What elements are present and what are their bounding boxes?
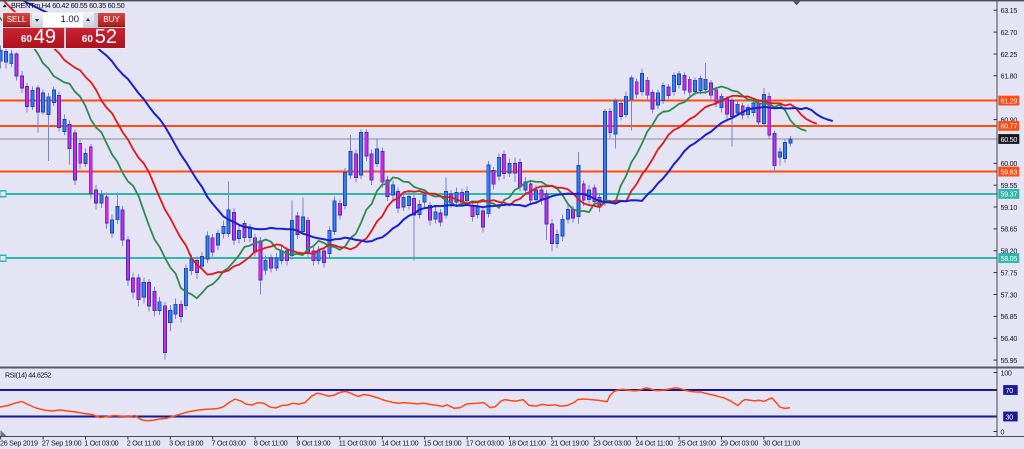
svg-text:59.55: 59.55 (1001, 181, 1018, 190)
svg-text:100: 100 (1001, 368, 1012, 377)
svg-text:30: 30 (1006, 412, 1014, 421)
svg-text:57.30: 57.30 (1001, 290, 1018, 299)
svg-text:59.10: 59.10 (1001, 203, 1018, 212)
svg-text:59.37: 59.37 (1001, 190, 1018, 199)
svg-text:26 Sep 2019: 26 Sep 2019 (0, 438, 38, 447)
svg-text:55.95: 55.95 (1001, 356, 1018, 365)
svg-text:60.90: 60.90 (1001, 115, 1018, 124)
svg-text:18 Oct 11:00: 18 Oct 11:00 (508, 438, 546, 447)
svg-text:58.05: 58.05 (1001, 254, 1018, 263)
svg-text:2 Oct 11:00: 2 Oct 11:00 (127, 438, 161, 447)
svg-text:0: 0 (1001, 427, 1005, 436)
svg-text:58.65: 58.65 (1001, 225, 1018, 234)
svg-text:24 Oct 11:00: 24 Oct 11:00 (636, 438, 674, 447)
svg-text:8 Oct 11:00: 8 Oct 11:00 (254, 438, 288, 447)
svg-text:21 Oct 19:00: 21 Oct 19:00 (551, 438, 589, 447)
svg-text:3 Oct 19:00: 3 Oct 19:00 (169, 438, 203, 447)
svg-text:30 Oct 11:00: 30 Oct 11:00 (763, 438, 801, 447)
svg-text:7 Oct 03:00: 7 Oct 03:00 (212, 438, 246, 447)
svg-text:23 Oct 03:00: 23 Oct 03:00 (593, 438, 631, 447)
svg-text:60.00: 60.00 (1001, 159, 1018, 168)
svg-text:58.20: 58.20 (1001, 247, 1018, 256)
svg-text:70: 70 (1006, 386, 1014, 395)
svg-text:25 Oct 19:00: 25 Oct 19:00 (678, 438, 716, 447)
svg-text:62.70: 62.70 (1001, 28, 1018, 37)
svg-text:56.85: 56.85 (1001, 312, 1018, 321)
svg-text:61.80: 61.80 (1001, 72, 1018, 81)
svg-text:15 Oct 19:00: 15 Oct 19:00 (424, 438, 462, 447)
svg-text:62.25: 62.25 (1001, 50, 1018, 59)
svg-text:29 Oct 03:00: 29 Oct 03:00 (720, 438, 758, 447)
svg-text:61.29: 61.29 (1001, 96, 1018, 105)
svg-text:63.15: 63.15 (1001, 6, 1018, 15)
svg-text:17 Oct 03:00: 17 Oct 03:00 (466, 438, 504, 447)
svg-text:59.83: 59.83 (1001, 167, 1018, 176)
svg-text:1 Oct 03:00: 1 Oct 03:00 (84, 438, 118, 447)
svg-text:9 Oct 19:00: 9 Oct 19:00 (296, 438, 330, 447)
svg-text:BRENTm,H4 60.42 60.55 60.35 6: BRENTm,H4 60.42 60.55 60.35 60.50 (11, 1, 125, 10)
svg-text:14 Oct 11:00: 14 Oct 11:00 (381, 438, 419, 447)
svg-text:60.77: 60.77 (1001, 122, 1018, 131)
svg-text:56.40: 56.40 (1001, 334, 1018, 343)
svg-text:60.50: 60.50 (1001, 135, 1018, 144)
svg-text:11 Oct 03:00: 11 Oct 03:00 (339, 438, 377, 447)
svg-text:27 Sep 19:00: 27 Sep 19:00 (42, 438, 82, 447)
svg-text:57.75: 57.75 (1001, 268, 1018, 277)
svg-text:RSI(14) 44.6252: RSI(14) 44.6252 (5, 372, 52, 380)
